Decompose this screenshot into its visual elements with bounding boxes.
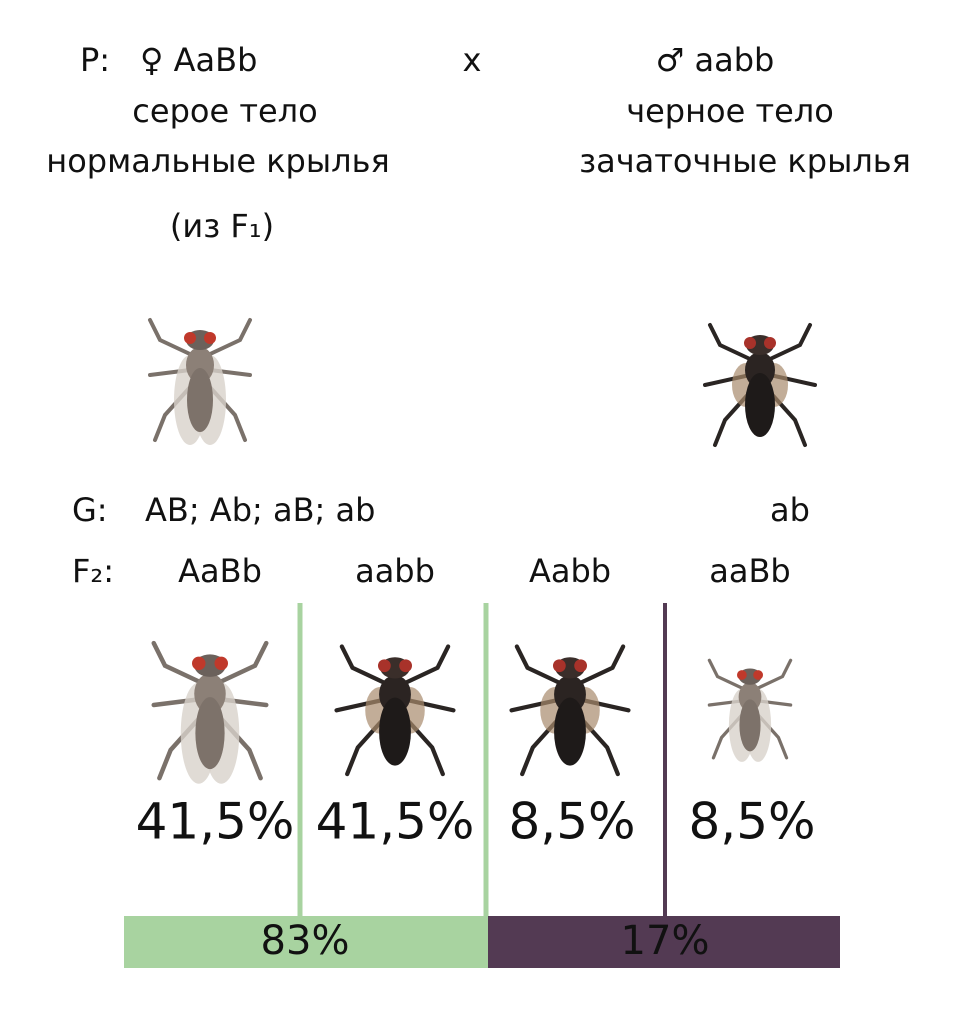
- female-genotype: ♀ AaBb: [140, 41, 257, 79]
- fly-image: [512, 647, 629, 775]
- male-genotype: ♂ aabb: [656, 41, 775, 79]
- offspring-percent: 8,5%: [508, 793, 635, 851]
- female-gametes: AB; Ab; aB; ab: [145, 491, 375, 529]
- offspring-percent: 41,5%: [316, 793, 475, 851]
- female-trait: серое тело: [132, 92, 317, 130]
- p-label: P:: [80, 41, 110, 79]
- offspring-genotype: AaBb: [178, 552, 262, 590]
- fly-image: [705, 325, 815, 445]
- male-gametes: ab: [770, 491, 810, 529]
- offspring-genotype: Aabb: [529, 552, 611, 590]
- fly-image: [154, 643, 267, 784]
- fly-image: [148, 318, 252, 447]
- offspring-percent: 41,5%: [136, 793, 295, 851]
- offspring-genotype: aabb: [355, 552, 435, 590]
- male-trait: черное тело: [626, 92, 834, 130]
- f2-label: F₂:: [72, 552, 114, 590]
- offspring-percent: 8,5%: [688, 793, 815, 851]
- male-trait: зачаточные крылья: [579, 142, 911, 180]
- fly-image: [707, 658, 793, 764]
- summary-bar: [124, 916, 488, 968]
- summary-label: 83%: [261, 918, 350, 964]
- cross-sign: x: [463, 41, 482, 79]
- summary-bar: [488, 916, 840, 968]
- female-note: (из F₁): [170, 207, 274, 245]
- offspring-genotype: aaBb: [709, 552, 790, 590]
- g-label: G:: [72, 491, 108, 529]
- summary-label: 17%: [621, 918, 710, 964]
- fly-image: [337, 647, 454, 775]
- female-trait: нормальные крылья: [46, 142, 389, 180]
